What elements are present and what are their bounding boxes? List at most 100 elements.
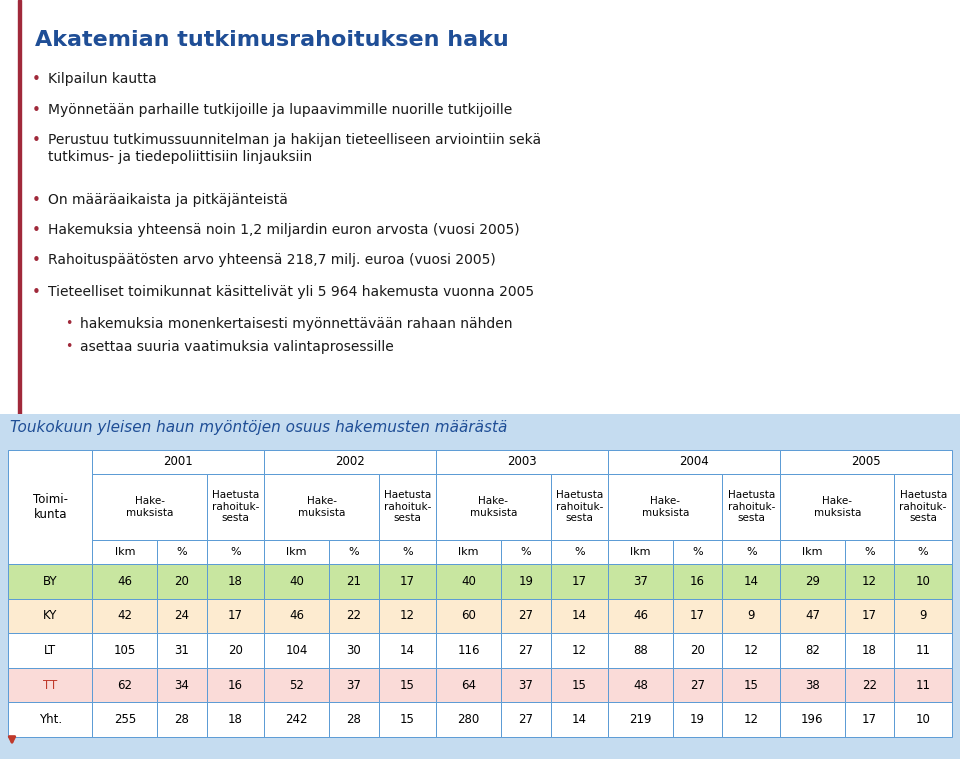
Bar: [609, 599, 673, 633]
Text: 42: 42: [117, 609, 132, 622]
Bar: [329, 599, 378, 633]
Bar: [550, 599, 609, 633]
Text: 28: 28: [347, 713, 361, 726]
Bar: [895, 564, 952, 599]
Text: %: %: [230, 547, 241, 557]
Text: Perustuu tutkimussuunnitelman ja hakijan tieteelliseen arviointiin sekä
tutkimus: Perustuu tutkimussuunnitelman ja hakijan…: [48, 133, 541, 164]
Text: •: •: [32, 253, 41, 268]
Bar: [550, 564, 609, 599]
Text: TT: TT: [43, 679, 58, 691]
Bar: [206, 474, 264, 540]
Text: 14: 14: [400, 644, 415, 657]
Bar: [723, 599, 780, 633]
Bar: [609, 702, 673, 737]
Text: 2002: 2002: [335, 455, 365, 468]
Bar: [92, 633, 157, 668]
Text: KY: KY: [43, 609, 58, 622]
Bar: [378, 599, 436, 633]
Bar: [550, 702, 609, 737]
Text: 242: 242: [285, 713, 308, 726]
Text: 24: 24: [175, 609, 189, 622]
Bar: [8, 449, 92, 564]
Text: %: %: [177, 547, 187, 557]
Text: 116: 116: [457, 644, 480, 657]
Bar: [780, 540, 845, 564]
Text: 17: 17: [400, 575, 415, 588]
Bar: [378, 540, 436, 564]
Text: BY: BY: [43, 575, 58, 588]
Text: 16: 16: [690, 575, 705, 588]
Text: 17: 17: [572, 575, 587, 588]
Text: Hakemuksia yhteensä noin 1,2 miljardin euron arvosta (vuosi 2005): Hakemuksia yhteensä noin 1,2 miljardin e…: [48, 223, 519, 237]
Text: 219: 219: [629, 713, 652, 726]
Text: 47: 47: [804, 609, 820, 622]
Text: 12: 12: [400, 609, 415, 622]
Text: Haetusta
rahoituk-
sesta: Haetusta rahoituk- sesta: [384, 490, 431, 524]
Bar: [780, 599, 845, 633]
Text: Rahoituspäätösten arvo yhteensä 218,7 milj. euroa (vuosi 2005): Rahoituspäätösten arvo yhteensä 218,7 mi…: [48, 253, 495, 267]
Text: 27: 27: [518, 644, 533, 657]
Bar: [501, 633, 550, 668]
Text: 10: 10: [916, 575, 930, 588]
Text: 17: 17: [228, 609, 243, 622]
Bar: [550, 633, 609, 668]
Bar: [264, 564, 329, 599]
Text: 28: 28: [175, 713, 189, 726]
Bar: [157, 564, 206, 599]
Bar: [436, 564, 501, 599]
Text: 12: 12: [862, 575, 877, 588]
Text: Hake-
muksista: Hake- muksista: [469, 496, 517, 518]
Bar: [436, 668, 501, 702]
Text: 11: 11: [916, 644, 930, 657]
Text: 20: 20: [228, 644, 243, 657]
Bar: [501, 668, 550, 702]
Bar: [723, 668, 780, 702]
Bar: [264, 668, 329, 702]
Text: 2001: 2001: [163, 455, 193, 468]
Text: %: %: [348, 547, 359, 557]
Bar: [501, 564, 550, 599]
Text: 17: 17: [690, 609, 705, 622]
Text: 17: 17: [862, 609, 877, 622]
Bar: [723, 474, 780, 540]
Text: 9: 9: [748, 609, 755, 622]
Bar: [436, 474, 550, 540]
Text: 38: 38: [805, 679, 820, 691]
Text: 52: 52: [289, 679, 304, 691]
Bar: [609, 668, 673, 702]
Bar: [895, 599, 952, 633]
Bar: [436, 540, 501, 564]
Text: 10: 10: [916, 713, 930, 726]
Text: 27: 27: [518, 609, 533, 622]
Text: 19: 19: [518, 575, 533, 588]
Text: lkm: lkm: [114, 547, 135, 557]
Bar: [264, 540, 329, 564]
Text: 20: 20: [175, 575, 189, 588]
Bar: [845, 668, 895, 702]
Bar: [501, 540, 550, 564]
Text: •: •: [32, 103, 41, 118]
Text: 14: 14: [744, 575, 758, 588]
Text: 17: 17: [862, 713, 877, 726]
Text: 196: 196: [802, 713, 824, 726]
Bar: [157, 702, 206, 737]
Bar: [895, 668, 952, 702]
Text: 46: 46: [117, 575, 132, 588]
Bar: [378, 668, 436, 702]
Text: 40: 40: [289, 575, 304, 588]
Bar: [780, 474, 895, 540]
Text: 105: 105: [113, 644, 136, 657]
Text: lkm: lkm: [286, 547, 307, 557]
Text: Toimi-
kunta: Toimi- kunta: [33, 493, 68, 521]
Text: lkm: lkm: [458, 547, 479, 557]
Text: 27: 27: [690, 679, 705, 691]
Bar: [206, 599, 264, 633]
Bar: [92, 599, 157, 633]
Text: 18: 18: [228, 575, 243, 588]
Text: 62: 62: [117, 679, 132, 691]
Bar: [895, 702, 952, 737]
Text: 9: 9: [920, 609, 927, 622]
Bar: [780, 702, 845, 737]
Bar: [673, 702, 723, 737]
Bar: [780, 449, 952, 474]
